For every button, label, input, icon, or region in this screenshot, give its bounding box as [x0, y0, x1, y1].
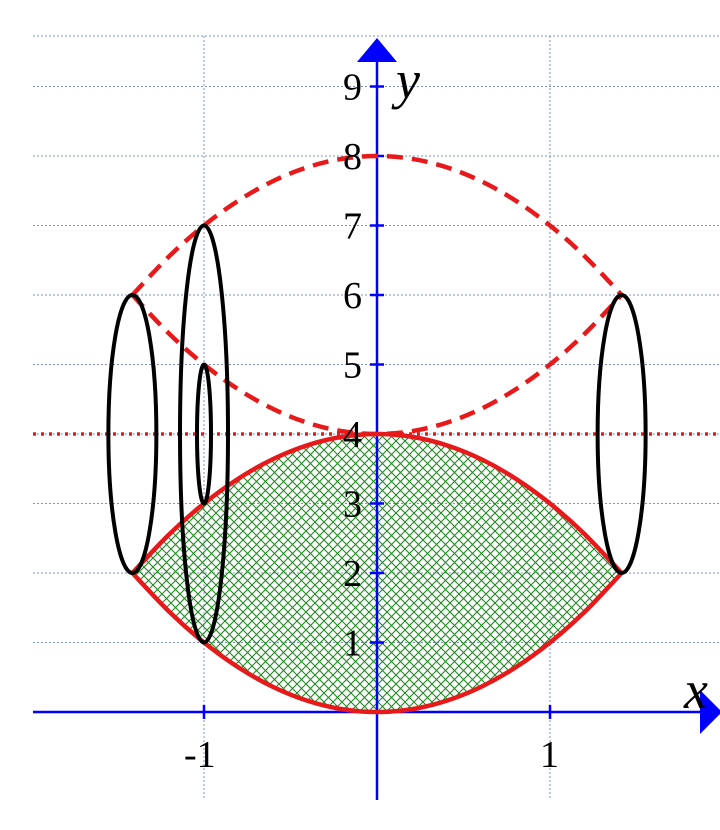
y-tick-label: 6 [343, 275, 362, 317]
cross-section-ellipse [106, 293, 159, 575]
y-axis-arrow [357, 38, 397, 62]
x-tick-label: -1 [184, 734, 216, 776]
cross-section-ellipse [595, 293, 648, 575]
y-tick-label: 5 [343, 345, 362, 387]
y-tick-label: 8 [343, 136, 362, 178]
cross-section-ellipses [106, 223, 648, 645]
y-tick-label: 2 [343, 553, 362, 595]
y-tick-label: 4 [343, 414, 362, 456]
y-tick-label: 7 [343, 206, 362, 248]
tick-labels: 1 2 3 4 5 6 7 8 9 -1 1 [184, 67, 559, 777]
y-tick-label: 1 [343, 623, 362, 665]
x-tick-label: 1 [540, 734, 559, 776]
axes [33, 38, 720, 800]
curves [33, 153, 720, 715]
reflected-lower-curve [130, 293, 624, 437]
x-axis-label: x [683, 660, 708, 720]
y-tick-label: 9 [343, 67, 362, 109]
x-axis-arrow [700, 690, 720, 734]
y-axis-label: y [391, 50, 420, 110]
y-tick-label: 3 [343, 484, 362, 526]
reflected-upper-curve [130, 153, 624, 297]
cross-section-ellipse [178, 223, 230, 645]
lower-boundary-curve [130, 571, 624, 715]
cross-section-ellipse [195, 362, 213, 506]
